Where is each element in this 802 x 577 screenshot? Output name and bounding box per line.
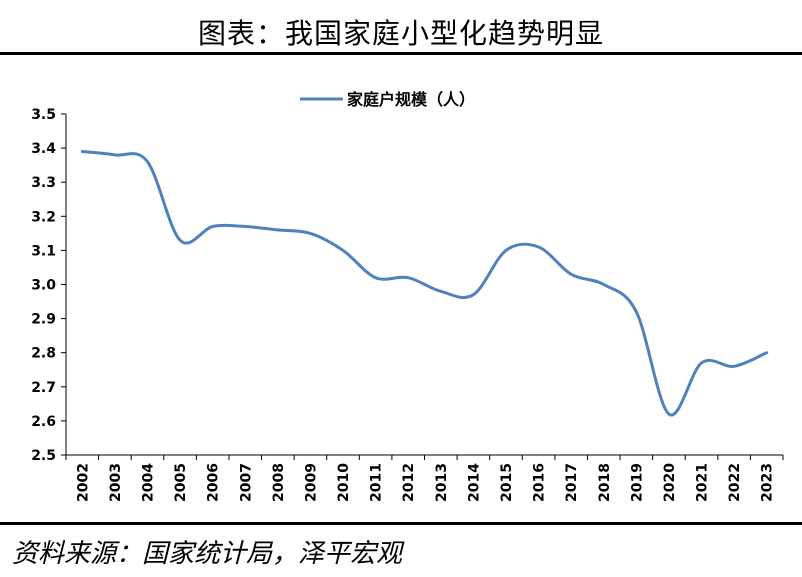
x-tick-label: 2011 bbox=[369, 463, 385, 502]
x-tick-label: 2002 bbox=[75, 463, 91, 502]
footer-rule bbox=[0, 522, 802, 525]
y-tick-label: 2.7 bbox=[31, 380, 56, 396]
x-tick-label: 2023 bbox=[760, 463, 776, 502]
x-tick-label: 2017 bbox=[564, 463, 580, 502]
x-axis: 2002 2003 2004 2005 2006 2007 2008 2009 2010 2011… bbox=[65, 454, 784, 502]
y-tick-label: 3.5 bbox=[31, 107, 56, 123]
x-tick-label: 2021 bbox=[695, 463, 711, 502]
series-layer bbox=[80, 150, 769, 417]
series-line bbox=[80, 150, 769, 417]
x-tick-label: 2016 bbox=[532, 463, 548, 502]
legend: 家庭户规模（人） bbox=[300, 90, 475, 109]
title-rule bbox=[0, 52, 802, 55]
y-tick-label: 3.4 bbox=[31, 141, 56, 157]
page-title: 图表：我国家庭小型化趋势明显 bbox=[197, 17, 604, 50]
y-tick-label: 3.0 bbox=[31, 278, 56, 294]
y-tick-label: 3.3 bbox=[31, 175, 56, 191]
x-tick-label: 2020 bbox=[662, 463, 678, 502]
x-tick-label: 2019 bbox=[629, 463, 645, 502]
x-tick-label: 2004 bbox=[140, 463, 156, 502]
legend-label: 家庭户规模（人） bbox=[347, 90, 475, 109]
y-tick-label: 2.6 bbox=[31, 414, 56, 430]
y-tick-label: 3.2 bbox=[31, 209, 56, 225]
x-tick-label: 2008 bbox=[271, 463, 287, 502]
x-tick-label: 2003 bbox=[108, 463, 124, 502]
x-tick-label: 2010 bbox=[336, 463, 352, 502]
y-tick-label: 3.1 bbox=[31, 243, 56, 259]
y-tick-label: 2.9 bbox=[31, 312, 56, 328]
x-tick-label: 2022 bbox=[727, 463, 743, 502]
line-chart: 2.52.62.72.82.93.03.13.23.33.43.5 2002 20… bbox=[31, 90, 784, 502]
x-tick-label: 2013 bbox=[434, 463, 450, 502]
x-tick-label: 2012 bbox=[401, 463, 417, 502]
x-tick-label: 2009 bbox=[303, 463, 319, 502]
y-tick-label: 2.8 bbox=[31, 346, 56, 362]
y-tick-label: 2.5 bbox=[31, 448, 56, 464]
x-tick-label: 2015 bbox=[499, 463, 515, 502]
x-tick-label: 2014 bbox=[466, 463, 482, 502]
x-tick-label: 2007 bbox=[238, 463, 254, 502]
source-note: 资料来源：国家统计局，泽平宏观 bbox=[12, 539, 403, 569]
x-tick-label: 2006 bbox=[206, 463, 222, 502]
x-tick-label: 2005 bbox=[173, 463, 189, 502]
x-tick-label: 2018 bbox=[597, 463, 613, 502]
y-axis: 2.5 2.6 2.7 2.8 2.9 3.0 3.1 3.2 3.3 3.4 3.5 bbox=[31, 107, 67, 464]
